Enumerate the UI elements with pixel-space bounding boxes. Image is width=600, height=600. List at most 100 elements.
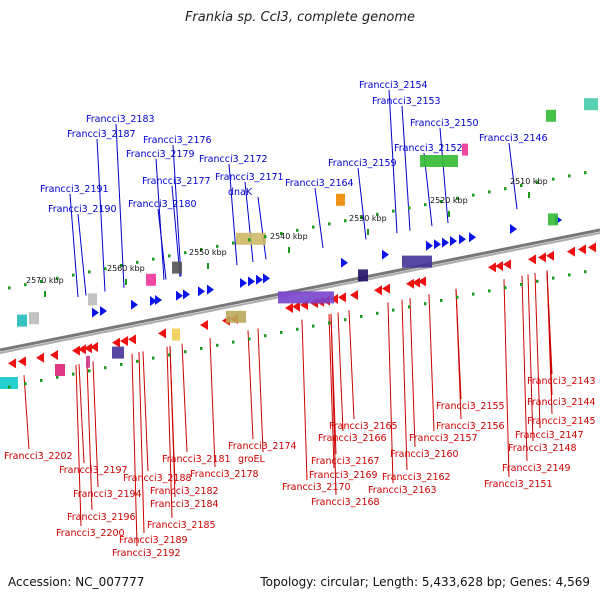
tick-dot-reverse [392, 308, 395, 312]
tick-dot-forward [408, 206, 411, 210]
tick-dot-reverse [296, 327, 299, 331]
forward-gene-label: Francci3_2180 [128, 199, 197, 210]
feature-block [112, 346, 124, 359]
reverse-gene-label: Francci3_2189 [119, 535, 188, 546]
reverse-label-leader [337, 312, 344, 432]
forward-label-leader [228, 163, 238, 266]
feature-block [86, 355, 90, 368]
reverse-gene-label: Francci3_2147 [515, 430, 584, 441]
tick-dot-forward [440, 200, 443, 203]
forward-gene-label: Francci3_2153 [372, 96, 441, 107]
reverse-gene-label: Francci3_2148 [508, 443, 577, 454]
reverse-label-leader [409, 297, 416, 448]
tick-dot-forward [488, 190, 491, 194]
reverse-label-leader [142, 351, 149, 472]
reverse-gene-label: Francci3_2184 [150, 499, 219, 510]
reverse-gene-label: Francci3_2194 [73, 489, 142, 500]
tick-dot-reverse [328, 321, 331, 325]
feature-block [548, 213, 558, 226]
tick-dot-reverse [232, 340, 235, 344]
tick-dot-forward [584, 171, 587, 175]
reverse-gene-arrow [538, 252, 546, 263]
tick-dot-reverse [56, 375, 59, 379]
tick-dot-reverse [152, 356, 155, 360]
forward-label-leader [96, 138, 106, 292]
tick-dot-reverse [584, 270, 587, 274]
tick-dot-reverse [408, 305, 411, 309]
forward-gene-arrow [426, 240, 433, 251]
reverse-gene-label: Francci3_2167 [311, 456, 380, 467]
tick-dot-reverse [120, 363, 123, 366]
scale-tick-label: 2510 kbp [510, 177, 548, 186]
reverse-gene-label: Francci3_2185 [147, 520, 216, 531]
reverse-label-leader [166, 346, 173, 519]
feature-block [462, 143, 468, 156]
reverse-label-leader [92, 361, 99, 488]
reverse-gene-arrow [350, 290, 358, 300]
scale-tick-mark [528, 192, 530, 198]
feature-block [226, 310, 246, 323]
forward-gene-arrow [248, 276, 255, 287]
reverse-gene-label: Francci3_2168 [311, 497, 380, 508]
reverse-gene-arrow [418, 276, 426, 287]
reverse-label-leader [455, 288, 462, 420]
feature-block [402, 255, 432, 268]
tick-dot-reverse [248, 337, 251, 341]
tick-dot-forward [184, 251, 187, 255]
tick-dot-forward [24, 283, 27, 287]
scale-tick-mark [125, 279, 127, 285]
reverse-label-leader [301, 319, 308, 481]
feature-block [236, 232, 266, 245]
forward-gene-label: Francci3_2191 [40, 184, 109, 195]
tick-dot-reverse [24, 382, 27, 386]
reverse-gene-arrow [128, 334, 136, 345]
forward-gene-arrow [183, 289, 190, 300]
feature-block [336, 193, 345, 206]
tick-dot-forward [120, 264, 123, 267]
feature-block [420, 155, 458, 167]
tick-dot-forward [504, 187, 507, 191]
forward-gene-label: Francci3_2154 [359, 80, 428, 91]
feature-block [0, 377, 18, 389]
forward-gene-label: Francci3_2150 [410, 118, 479, 129]
tick-dot-forward [216, 244, 219, 248]
forward-label-leader [77, 213, 87, 296]
feature-block [172, 261, 182, 274]
scale-tick-mark [44, 291, 46, 297]
tick-dot-reverse [184, 350, 187, 354]
reverse-gene-label: Francci3_2144 [527, 397, 596, 408]
forward-label-leader [401, 105, 411, 231]
reverse-gene-label: Francci3_2145 [527, 416, 596, 427]
reverse-label-leader [328, 314, 335, 469]
tick-dot-forward [72, 273, 75, 277]
forward-label-leader [357, 167, 367, 240]
forward-gene-label: Francci3_2190 [48, 204, 117, 215]
tick-dot-forward [328, 222, 331, 226]
tick-dot-forward [296, 228, 299, 232]
tick-dot-reverse [280, 331, 283, 334]
reverse-gene-label: Francci3_2192 [112, 548, 181, 559]
reverse-gene-label: Francci3_2151 [484, 479, 553, 490]
accession-text: Accession: NC_007777 [8, 575, 145, 589]
reverse-gene-label: Francci3_2178 [190, 469, 259, 480]
reverse-label-leader [78, 364, 85, 464]
tick-dot-reverse [504, 286, 507, 290]
scale-tick-mark [448, 211, 450, 217]
reverse-gene-arrow [78, 344, 86, 355]
forward-gene-label: Francci3_2146 [479, 133, 548, 144]
forward-label-leader [439, 127, 449, 224]
scale-tick-label: 2530 kbp [349, 214, 387, 223]
reverse-gene-label: Francci3_2156 [436, 421, 505, 432]
tick-dot-forward [136, 260, 139, 264]
scale-tick-label: 2560 kbp [107, 264, 145, 273]
tick-dot-reverse [136, 359, 139, 363]
reverse-label-leader [169, 345, 176, 498]
reverse-gene-arrow [292, 301, 300, 312]
backbone-line [0, 228, 600, 352]
feature-block [146, 273, 156, 286]
reverse-gene-label: Francci3_2174 [228, 441, 297, 452]
tick-dot-forward [536, 180, 539, 184]
forward-gene-arrow [150, 296, 157, 306]
scale-tick-label: 2550 kbp [189, 248, 227, 257]
